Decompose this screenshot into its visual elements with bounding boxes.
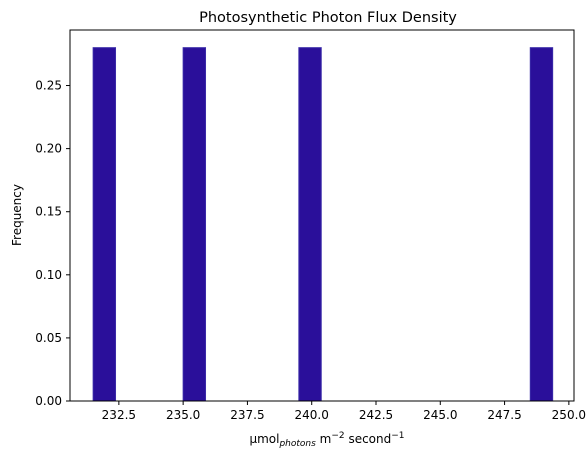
y-axis-ticks: 0.00 0.05 0.10 0.15 0.20 0.25 <box>35 79 70 408</box>
x-axis-ticks: 232.5 235.0 237.5 240.0 242.5 245.0 247.5 250.0 <box>102 401 586 422</box>
y-tick-label: 0.10 <box>35 268 62 282</box>
x-axis-label-unit-m: m <box>316 432 332 446</box>
histogram-bar-4 <box>529 47 554 402</box>
x-tick-label: 240.0 <box>295 408 329 422</box>
x-tick-label: 250.0 <box>552 408 586 422</box>
x-axis-label-superscript-2: −1 <box>391 431 404 441</box>
histogram-bar-2 <box>182 47 207 402</box>
x-tick-label: 247.5 <box>487 408 521 422</box>
bars-group <box>92 47 554 402</box>
y-tick-label: 0.05 <box>35 331 62 345</box>
x-tick-label: 237.5 <box>230 408 264 422</box>
x-tick-label: 242.5 <box>359 408 393 422</box>
y-axis-label: Frequency <box>10 184 24 246</box>
chart-title: Photosynthetic Photon Flux Density <box>199 10 457 26</box>
y-tick-label: 0.25 <box>35 79 62 93</box>
x-axis-label-base: μmol <box>249 432 279 446</box>
x-tick-label: 235.0 <box>166 408 200 422</box>
x-tick-label: 245.0 <box>423 408 457 422</box>
x-axis-label: μmolphotons m−2 second−1 <box>249 431 404 449</box>
histogram-bar-3 <box>298 47 322 402</box>
x-axis-label-superscript-1: −2 <box>331 431 344 441</box>
y-tick-label: 0.20 <box>35 142 62 156</box>
histogram-bar-1 <box>92 47 117 402</box>
x-tick-label: 232.5 <box>102 408 136 422</box>
y-tick-label: 0.00 <box>35 394 62 408</box>
y-tick-label: 0.15 <box>35 205 62 219</box>
x-axis-label-unit-s: second <box>345 432 392 446</box>
axes-frame <box>69 29 575 402</box>
x-axis-label-subscript: photons <box>278 439 316 449</box>
